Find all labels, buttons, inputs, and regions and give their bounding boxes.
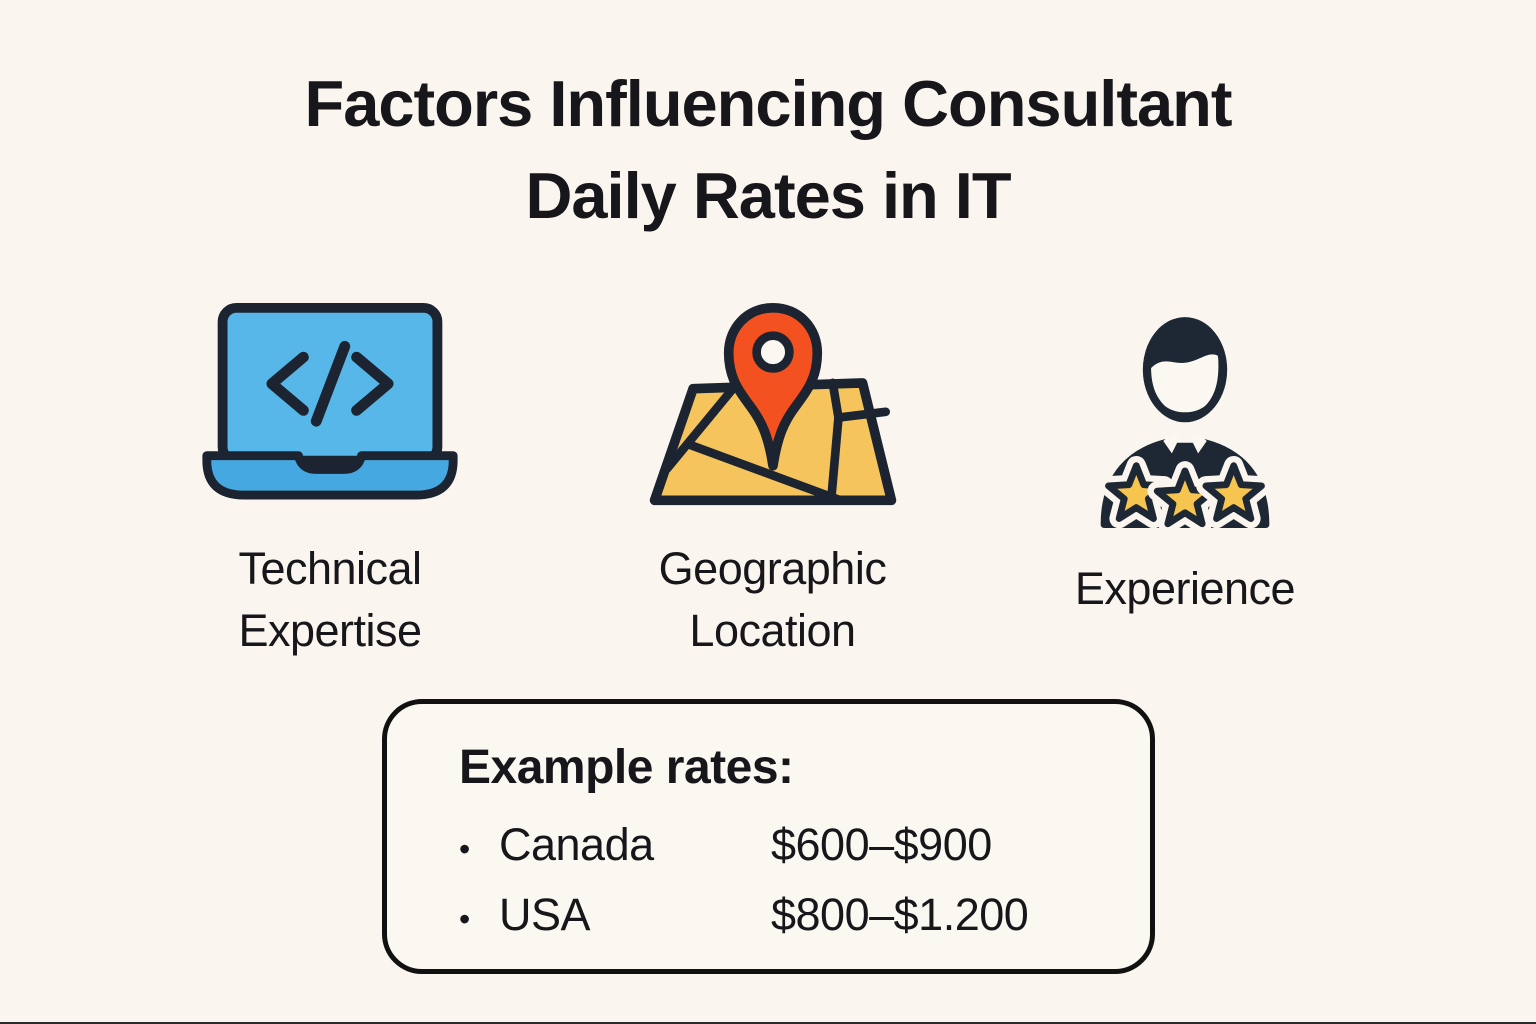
person-face: [1151, 354, 1219, 413]
code-glyph: [266, 340, 394, 427]
location-pin-icon: [723, 302, 822, 471]
pin-hole: [751, 331, 794, 373]
factor-label-experience: Experience: [1020, 558, 1350, 620]
bullet-dot: •: [459, 831, 470, 867]
rates-title: Example rates:: [459, 741, 794, 794]
page-title-line1: Factors Influencing Consultant: [304, 67, 1233, 140]
factor-technical-expertise: Technical Expertise: [160, 300, 500, 662]
rate-country: Canada: [499, 819, 654, 870]
rate-row-usa: • USA $800–$1.200: [459, 889, 1110, 941]
rating-stars: [1109, 466, 1262, 524]
map-location-pin-icon: [649, 302, 896, 506]
factor-experience: Experience: [1020, 298, 1350, 620]
head-outline: [1142, 317, 1228, 423]
factor-geographic-location: Geographic Location: [600, 300, 945, 662]
example-rates-panel: Example rates: • Canada $600–$900 • USA …: [382, 699, 1155, 974]
factor-label-line2: Location: [689, 605, 856, 657]
factor-label-geographic: Geographic Location: [600, 538, 945, 662]
factor-label-line2: Expertise: [238, 605, 422, 657]
rate-country: USA: [499, 889, 591, 940]
page-title: Factors Influencing Consultant Daily Rat…: [0, 58, 1536, 243]
rate-row-canada: • Canada $600–$900: [459, 819, 1110, 871]
factor-label-line1: Technical: [238, 543, 422, 594]
rate-value: $800–$1.200: [771, 889, 1029, 940]
page-title-line2: Daily Rates in IT: [525, 159, 1011, 233]
rate-value: $600–$900: [771, 819, 992, 870]
factor-label-technical: Technical Expertise: [160, 538, 500, 662]
bullet-dot: •: [459, 901, 470, 937]
factor-label-line1: Geographic: [658, 543, 887, 594]
factor-label-line1: Experience: [1074, 563, 1296, 614]
consultant-rating-icon: [1085, 317, 1285, 544]
laptop-base: [202, 451, 458, 500]
laptop-code-icon: [202, 302, 458, 500]
map-roads: [662, 378, 890, 505]
